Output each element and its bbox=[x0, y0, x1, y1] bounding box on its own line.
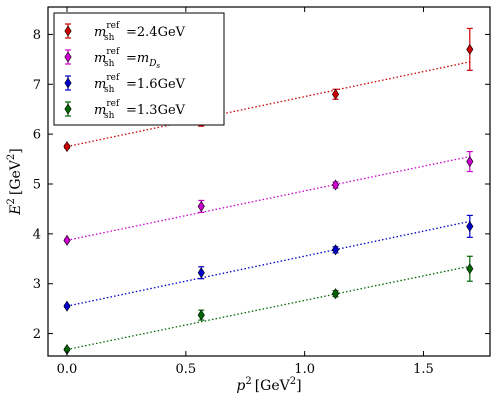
data-point bbox=[331, 88, 340, 100]
x-tick-label: 1.5 bbox=[413, 362, 434, 377]
series-1.3GeV bbox=[63, 255, 474, 356]
legend-label: mref sh =mDs bbox=[94, 47, 160, 70]
data-point bbox=[466, 156, 474, 168]
y-tick-label: 8 bbox=[33, 28, 41, 43]
x-tick-label: 0.5 bbox=[175, 362, 196, 377]
data-point bbox=[197, 200, 205, 212]
data-point bbox=[466, 220, 474, 232]
y-tick-label: 7 bbox=[33, 78, 41, 93]
legend-item-2.4GeV: mref sh =2.4GeV bbox=[64, 21, 186, 43]
y-axis-ticks: 2 3 4 5 6 7 8 bbox=[33, 28, 490, 342]
series-mDs bbox=[63, 150, 474, 246]
data-point bbox=[466, 263, 474, 275]
legend-label: mref sh =2.4GeV bbox=[94, 21, 186, 43]
legend-marker bbox=[64, 77, 72, 89]
legend-box bbox=[53, 12, 225, 126]
x-axis-label: p2 [GeV2] bbox=[236, 376, 301, 394]
data-point bbox=[63, 234, 71, 246]
y-axis-label: E2[GeV2] bbox=[6, 148, 24, 216]
legend-marker bbox=[64, 25, 72, 37]
data-point bbox=[331, 288, 340, 300]
y-tick-label: 3 bbox=[33, 277, 41, 292]
data-point bbox=[63, 300, 71, 312]
data-point bbox=[331, 244, 340, 256]
legend-item-mDs: mref sh =mDs bbox=[64, 47, 160, 70]
legend-label: mref sh =1.6GeV bbox=[94, 73, 186, 95]
y-tick-label: 2 bbox=[33, 327, 41, 342]
legend-items: mref sh =2.4GeV mref sh =mDs mref sh =1.6GeV mref… bbox=[64, 21, 186, 121]
x-tick-label: 0.0 bbox=[57, 362, 78, 377]
legend: mref sh =2.4GeV mref sh =mDs mref sh =1.6GeV mref… bbox=[53, 12, 225, 126]
series-1.6GeV bbox=[63, 214, 474, 312]
data-point bbox=[197, 309, 205, 321]
data-point bbox=[466, 43, 474, 55]
x-tick-label: 1.0 bbox=[294, 362, 315, 377]
y-tick-label: 6 bbox=[33, 128, 41, 143]
data-point bbox=[63, 141, 71, 153]
legend-marker bbox=[64, 103, 72, 115]
y-tick-label: 5 bbox=[33, 177, 41, 192]
x-axis-ticks: 0.0 0.5 1.0 1.5 bbox=[57, 7, 434, 377]
y-tick-label: 4 bbox=[33, 227, 41, 242]
legend-item-1.6GeV: mref sh =1.6GeV bbox=[64, 73, 186, 95]
data-point bbox=[331, 179, 340, 191]
legend-label: mref sh =1.3GeV bbox=[94, 99, 186, 121]
legend-marker bbox=[64, 51, 72, 63]
plot-frame bbox=[47, 6, 491, 357]
legend-item-1.3GeV: mref sh =1.3GeV bbox=[64, 99, 186, 121]
data-point bbox=[197, 267, 205, 279]
